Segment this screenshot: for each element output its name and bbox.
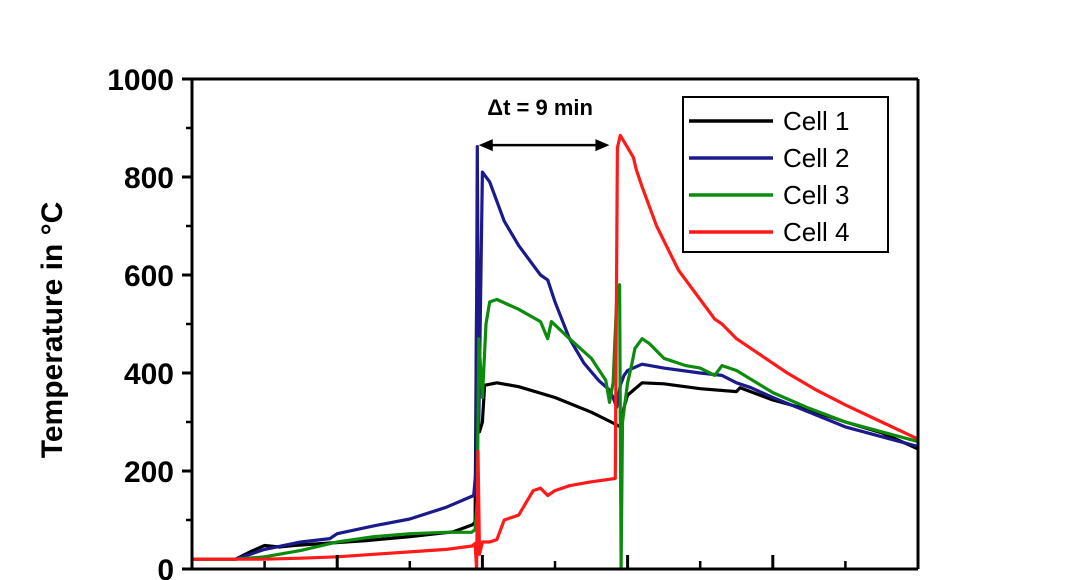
y-tick-label: 400 bbox=[124, 358, 174, 391]
y-tick-label: 600 bbox=[124, 260, 174, 293]
legend-box bbox=[682, 96, 889, 253]
legend-label-cell-4: Cell 4 bbox=[783, 217, 849, 247]
y-tick-label: 200 bbox=[124, 456, 174, 489]
series-line-cell-4 bbox=[192, 133, 919, 571]
series-line-cell-3 bbox=[192, 283, 919, 571]
delta-t-arrowhead-left bbox=[478, 139, 493, 152]
delta-t-annotation: Δt = 9 min bbox=[487, 95, 593, 120]
series-line-cell-2 bbox=[192, 145, 919, 561]
delta-t-arrowhead-right bbox=[595, 139, 610, 152]
series-line-cell-1 bbox=[192, 302, 919, 561]
y-tick-label: 0 bbox=[157, 554, 174, 580]
legend-label-cell-1: Cell 1 bbox=[783, 106, 849, 136]
y-tick-label: 1000 bbox=[107, 64, 174, 97]
y-tick-label: 800 bbox=[124, 162, 174, 195]
legend-label-cell-3: Cell 3 bbox=[783, 180, 849, 210]
legend-label-cell-2: Cell 2 bbox=[783, 143, 849, 173]
y-axis-label: Temperature in °C bbox=[36, 202, 69, 459]
